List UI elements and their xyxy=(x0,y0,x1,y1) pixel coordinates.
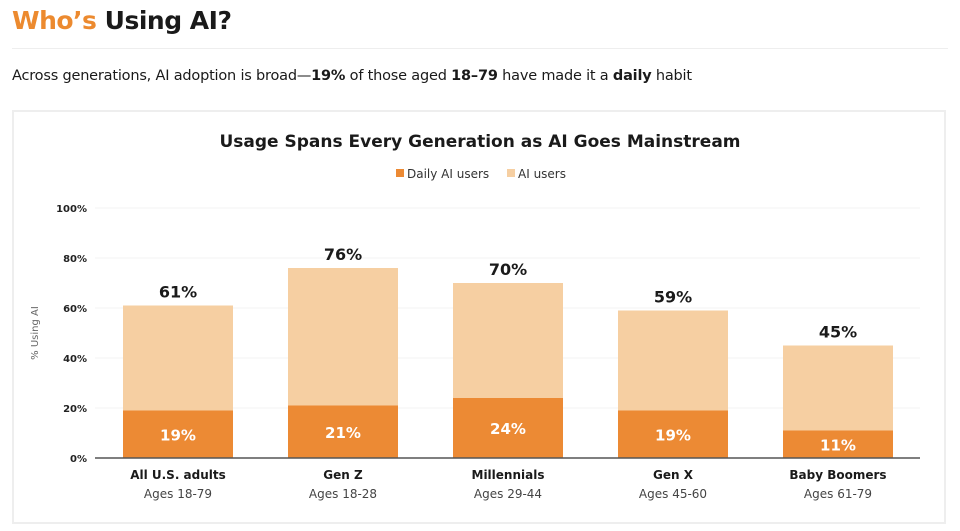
x-tick-label: Gen X xyxy=(653,468,694,482)
data-label-ai-users: 76% xyxy=(324,245,362,264)
legend-label-daily: Daily AI users xyxy=(407,167,489,181)
x-tick-label: Gen Z xyxy=(323,468,363,482)
y-tick-label: 100% xyxy=(56,204,87,215)
x-tick-label: Baby Boomers xyxy=(789,468,886,482)
bar-daily-ai-users xyxy=(288,405,398,458)
x-tick-sublabel: Ages 18-28 xyxy=(309,487,377,501)
y-tick-label: 0% xyxy=(70,454,87,465)
legend-swatch-ai xyxy=(507,169,515,177)
data-label-daily: 11% xyxy=(820,436,856,454)
x-tick-sublabel: Ages 29-44 xyxy=(474,487,542,501)
data-label-ai-users: 61% xyxy=(159,283,197,302)
y-tick-label: 80% xyxy=(63,254,87,265)
x-tick-sublabel: Ages 61-79 xyxy=(804,487,872,501)
y-tick-label: 40% xyxy=(63,354,87,365)
bar-daily-ai-users xyxy=(783,430,893,458)
data-label-daily: 21% xyxy=(325,424,361,442)
bar-daily-ai-users xyxy=(618,410,728,458)
data-label-ai-users: 59% xyxy=(654,288,692,307)
data-label-daily: 24% xyxy=(490,420,526,438)
subtitle: Across generations, AI adoption is broad… xyxy=(12,68,692,84)
y-tick-label: 60% xyxy=(63,304,87,315)
x-tick-label: Millennials xyxy=(472,468,545,482)
page-title: Who’s Using AI? xyxy=(12,6,232,35)
x-tick-sublabel: Ages 45-60 xyxy=(639,487,707,501)
y-tick-label: 20% xyxy=(63,404,87,415)
chart-card xyxy=(12,110,946,524)
y-axis-label: % Using AI xyxy=(30,306,41,360)
legend-swatch-daily xyxy=(396,169,404,177)
legend-label-ai: AI users xyxy=(518,167,566,181)
chart-title: Usage Spans Every Generation as AI Goes … xyxy=(219,132,740,152)
data-label-daily: 19% xyxy=(655,426,691,444)
bar-daily-ai-users xyxy=(123,410,233,458)
divider xyxy=(12,48,948,49)
x-tick-sublabel: Ages 18-79 xyxy=(144,487,212,501)
data-label-ai-users: 45% xyxy=(819,323,857,342)
bar-daily-ai-users xyxy=(453,398,563,458)
data-label-ai-users: 70% xyxy=(489,260,527,279)
x-tick-label: All U.S. adults xyxy=(130,468,226,482)
data-label-daily: 19% xyxy=(160,426,196,444)
